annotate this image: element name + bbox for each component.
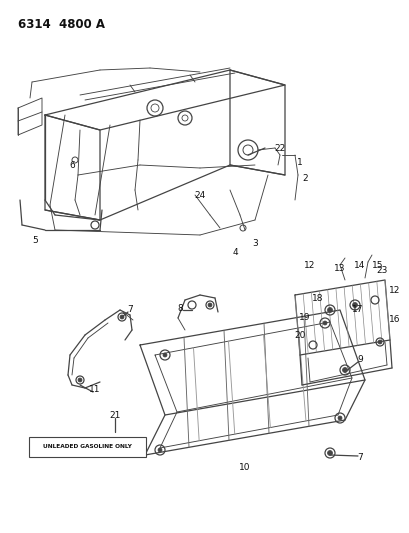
Circle shape: [327, 308, 332, 312]
Text: 14: 14: [353, 261, 365, 270]
Text: 1: 1: [297, 157, 302, 166]
Text: 9: 9: [356, 356, 362, 365]
Text: 6314  4800 A: 6314 4800 A: [18, 18, 105, 31]
FancyBboxPatch shape: [29, 437, 146, 457]
Text: 6: 6: [69, 160, 75, 169]
Circle shape: [377, 340, 381, 344]
Text: 2: 2: [301, 174, 307, 182]
Text: 18: 18: [312, 294, 323, 303]
Text: 4: 4: [231, 247, 237, 256]
Text: 15: 15: [371, 261, 383, 270]
Text: 10: 10: [239, 464, 250, 472]
Text: 12: 12: [303, 261, 315, 270]
Text: 19: 19: [299, 313, 310, 322]
Circle shape: [352, 303, 357, 308]
Circle shape: [120, 315, 124, 319]
Text: 23: 23: [375, 265, 387, 274]
Text: 22: 22: [274, 143, 285, 152]
Circle shape: [207, 303, 211, 307]
Circle shape: [322, 321, 326, 325]
Text: UNLEADED GASOLINE ONLY: UNLEADED GASOLINE ONLY: [43, 445, 132, 449]
Circle shape: [163, 353, 166, 357]
Text: 7: 7: [356, 454, 362, 463]
Text: 3: 3: [252, 238, 257, 247]
Text: 7: 7: [127, 305, 133, 314]
Circle shape: [157, 448, 162, 452]
Text: 5: 5: [32, 236, 38, 245]
Text: 8: 8: [177, 303, 182, 312]
Text: 20: 20: [294, 330, 305, 340]
Text: 12: 12: [389, 286, 400, 295]
Circle shape: [337, 416, 341, 420]
Text: 17: 17: [351, 305, 363, 314]
Text: 11: 11: [89, 385, 101, 394]
Circle shape: [78, 378, 82, 382]
Circle shape: [342, 367, 347, 373]
Text: 16: 16: [388, 316, 400, 325]
Text: 13: 13: [333, 263, 345, 272]
Circle shape: [327, 450, 332, 456]
Text: 24: 24: [194, 190, 205, 199]
Text: 21: 21: [109, 410, 120, 419]
